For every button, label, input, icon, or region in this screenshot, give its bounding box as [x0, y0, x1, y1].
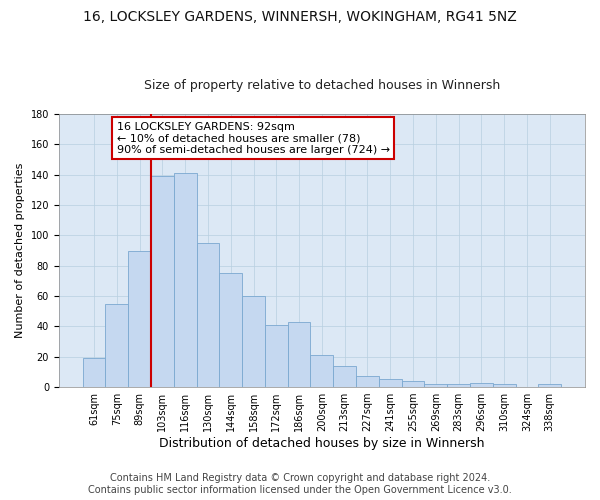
- Bar: [128, 250, 151, 387]
- X-axis label: Distribution of detached houses by size in Winnersh: Distribution of detached houses by size …: [159, 437, 485, 450]
- Bar: [197, 243, 220, 387]
- Bar: [470, 382, 493, 387]
- Bar: [106, 304, 128, 387]
- Bar: [333, 366, 356, 387]
- Bar: [265, 325, 288, 387]
- Bar: [379, 380, 401, 387]
- Text: 16, LOCKSLEY GARDENS, WINNERSH, WOKINGHAM, RG41 5NZ: 16, LOCKSLEY GARDENS, WINNERSH, WOKINGHA…: [83, 10, 517, 24]
- Bar: [151, 176, 174, 387]
- Text: 16 LOCKSLEY GARDENS: 92sqm
← 10% of detached houses are smaller (78)
90% of semi: 16 LOCKSLEY GARDENS: 92sqm ← 10% of deta…: [117, 122, 390, 155]
- Bar: [83, 358, 106, 387]
- Bar: [424, 384, 447, 387]
- Bar: [538, 384, 561, 387]
- Bar: [447, 384, 470, 387]
- Text: Contains HM Land Registry data © Crown copyright and database right 2024.
Contai: Contains HM Land Registry data © Crown c…: [88, 474, 512, 495]
- Bar: [401, 381, 424, 387]
- Bar: [242, 296, 265, 387]
- Title: Size of property relative to detached houses in Winnersh: Size of property relative to detached ho…: [144, 79, 500, 92]
- Bar: [288, 322, 310, 387]
- Y-axis label: Number of detached properties: Number of detached properties: [15, 163, 25, 338]
- Bar: [310, 355, 333, 387]
- Bar: [220, 274, 242, 387]
- Bar: [356, 376, 379, 387]
- Bar: [174, 173, 197, 387]
- Bar: [493, 384, 515, 387]
